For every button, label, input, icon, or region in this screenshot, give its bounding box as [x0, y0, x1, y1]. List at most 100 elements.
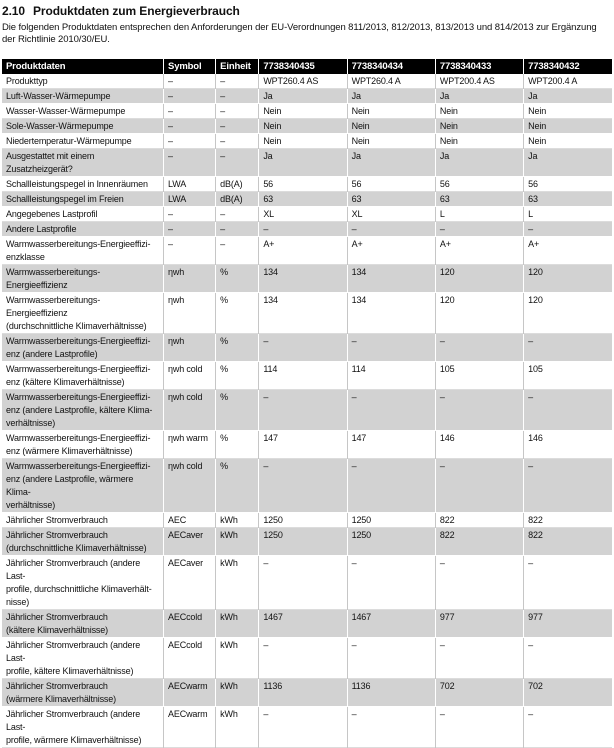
unit-cell: %: [215, 458, 259, 513]
symbol-cell: AECcold: [163, 609, 216, 638]
value-cell: 105: [523, 361, 612, 390]
value-cell: 146: [523, 430, 612, 459]
value-cell: 120: [523, 292, 612, 334]
symbol-cell: ηwh: [163, 333, 216, 362]
table-row: Ausgestattet mit einem Zusatzheizgerät? –…: [2, 148, 612, 177]
value-cell: Nein: [523, 133, 612, 149]
value-cell: 120: [523, 264, 612, 293]
symbol-cell: –: [163, 236, 216, 265]
value-cell: 63: [434, 191, 524, 207]
unit-cell: dB(A): [215, 191, 259, 207]
value-cell: –: [346, 458, 436, 513]
value-cell: Ja: [258, 88, 348, 104]
symbol-cell: AEC: [163, 512, 216, 528]
symbol-cell: ηwh cold: [163, 389, 216, 431]
symbol-cell: –: [163, 206, 216, 222]
value-cell: –: [434, 333, 524, 362]
value-cell: –: [523, 333, 612, 362]
symbol-cell: AECcold: [163, 637, 216, 679]
value-cell: 134: [346, 292, 436, 334]
value-cell: 702: [434, 678, 524, 707]
value-cell: 1136: [258, 678, 348, 707]
value-cell: –: [434, 706, 524, 748]
table-row: Luft-Wasser-Wärmepumpe – – Ja Ja Ja Ja: [2, 88, 612, 104]
param-cell: Schallleistungspegel im Freien: [6, 194, 124, 204]
section-number: 2.10: [2, 4, 25, 18]
value-cell: 134: [346, 264, 436, 293]
symbol-cell: AECaver: [163, 555, 216, 610]
value-cell: –: [523, 458, 612, 513]
value-cell: Nein: [346, 118, 436, 134]
value-cell: –: [523, 706, 612, 748]
column-header: 7738340432: [523, 59, 612, 74]
table-row: Jährlicher Stromverbrauch (kältere Klima…: [2, 609, 612, 638]
unit-cell: dB(A): [215, 176, 259, 192]
table-row: Warmwasserbereitungs-Energieeffizi- enz …: [2, 361, 612, 390]
value-cell: Ja: [434, 88, 524, 104]
table-row: Wasser-Wasser-Wärmepumpe – – Nein Nein Nein Ne…: [2, 103, 612, 119]
param-cell: Warmwasserbereitungs-Energieeffizi- enzk…: [6, 239, 151, 262]
unit-cell: kWh: [215, 637, 259, 679]
value-cell: 105: [434, 361, 524, 390]
value-cell: –: [434, 458, 524, 513]
table-header-row: Produktdaten Symbol Einheit 7738340435 77383…: [2, 59, 612, 74]
value-cell: WPT260.4 A: [346, 74, 436, 89]
value-cell: –: [258, 458, 348, 513]
value-cell: –: [258, 389, 348, 431]
value-cell: Nein: [346, 133, 436, 149]
param-cell: Warmwasserbereitungs-Energieeffizienz (d…: [6, 295, 147, 331]
table-row: Warmwasserbereitungs-Energieeffizienz (d…: [2, 292, 612, 334]
value-cell: 1467: [258, 609, 348, 638]
value-cell: 822: [434, 512, 524, 528]
table-row: Jährlicher Stromverbrauch (durchschnittl…: [2, 527, 612, 556]
unit-cell: –: [215, 236, 259, 265]
symbol-cell: –: [163, 148, 216, 177]
value-cell: 146: [434, 430, 524, 459]
symbol-cell: LWA: [163, 191, 216, 207]
table-row: Produkttyp – – WPT260.4 AS WPT260.4 A WPT200.…: [2, 74, 612, 89]
column-header: 7738340434: [346, 59, 436, 74]
table-row: Warmwasserbereitungs-Energieeffizi- enz …: [2, 389, 612, 431]
value-cell: –: [434, 555, 524, 610]
value-cell: Nein: [523, 103, 612, 119]
section-title: Produktdaten zum Energieverbrauch: [33, 4, 240, 18]
unit-cell: kWh: [215, 678, 259, 707]
table-row: Niedertemperatur-Wärmepumpe – – Nein Nein Nei…: [2, 133, 612, 149]
value-cell: –: [434, 637, 524, 679]
value-cell: 56: [346, 176, 436, 192]
table-row: Warmwasserbereitungs-Energieeffizi- enz …: [2, 333, 612, 362]
value-cell: A+: [434, 236, 524, 265]
value-cell: 120: [434, 292, 524, 334]
value-cell: –: [258, 706, 348, 748]
value-cell: –: [258, 637, 348, 679]
value-cell: 1250: [346, 512, 436, 528]
value-cell: 1467: [346, 609, 436, 638]
unit-cell: –: [215, 221, 259, 237]
value-cell: –: [523, 637, 612, 679]
value-cell: 147: [346, 430, 436, 459]
value-cell: Nein: [434, 103, 524, 119]
symbol-cell: –: [163, 88, 216, 104]
value-cell: Nein: [258, 133, 348, 149]
param-cell: Jährlicher Stromverbrauch: [6, 515, 108, 525]
param-cell: Jährlicher Stromverbrauch (andere Last- …: [6, 709, 142, 745]
param-cell: Ausgestattet mit einem Zusatzheizgerät?: [6, 151, 95, 174]
column-header: Einheit: [215, 59, 259, 74]
value-cell: A+: [523, 236, 612, 265]
section-heading: 2.10 Produktdaten zum Energieverbrauch: [2, 4, 612, 18]
value-cell: L: [434, 206, 524, 222]
param-cell: Angegebenes Lastprofil: [6, 209, 98, 219]
unit-cell: –: [215, 133, 259, 149]
symbol-cell: –: [163, 103, 216, 119]
param-cell: Warmwasserbereitungs-Energieeffizienz: [6, 267, 101, 290]
value-cell: 120: [434, 264, 524, 293]
column-header: Produktdaten: [2, 59, 164, 74]
value-cell: –: [346, 555, 436, 610]
param-cell: Warmwasserbereitungs-Energieeffizi- enz …: [6, 336, 151, 359]
symbol-cell: ηwh: [163, 292, 216, 334]
value-cell: 1250: [258, 512, 348, 528]
value-cell: WPT260.4 AS: [258, 74, 348, 89]
value-cell: Ja: [523, 88, 612, 104]
symbol-cell: –: [163, 133, 216, 149]
param-cell: Niedertemperatur-Wärmepumpe: [6, 136, 132, 146]
